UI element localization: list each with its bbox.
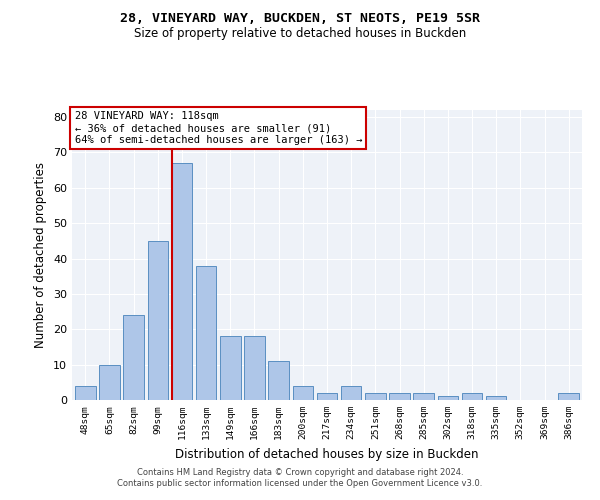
Bar <box>196 266 217 400</box>
Bar <box>99 364 120 400</box>
Bar <box>124 315 144 400</box>
Text: 28 VINEYARD WAY: 118sqm
← 36% of detached houses are smaller (91)
64% of semi-de: 28 VINEYARD WAY: 118sqm ← 36% of detache… <box>74 112 362 144</box>
Bar <box>486 396 506 400</box>
Bar <box>341 386 361 400</box>
Bar <box>148 241 168 400</box>
Bar <box>437 396 458 400</box>
Bar <box>220 336 241 400</box>
X-axis label: Distribution of detached houses by size in Buckden: Distribution of detached houses by size … <box>175 448 479 460</box>
Bar <box>462 393 482 400</box>
Bar <box>389 393 410 400</box>
Bar <box>365 393 386 400</box>
Y-axis label: Number of detached properties: Number of detached properties <box>34 162 47 348</box>
Bar <box>413 393 434 400</box>
Bar <box>317 393 337 400</box>
Bar <box>268 361 289 400</box>
Bar <box>75 386 95 400</box>
Text: Contains HM Land Registry data © Crown copyright and database right 2024.
Contai: Contains HM Land Registry data © Crown c… <box>118 468 482 487</box>
Bar <box>244 336 265 400</box>
Bar <box>559 393 579 400</box>
Bar <box>293 386 313 400</box>
Text: Size of property relative to detached houses in Buckden: Size of property relative to detached ho… <box>134 28 466 40</box>
Bar <box>172 163 192 400</box>
Text: 28, VINEYARD WAY, BUCKDEN, ST NEOTS, PE19 5SR: 28, VINEYARD WAY, BUCKDEN, ST NEOTS, PE1… <box>120 12 480 26</box>
